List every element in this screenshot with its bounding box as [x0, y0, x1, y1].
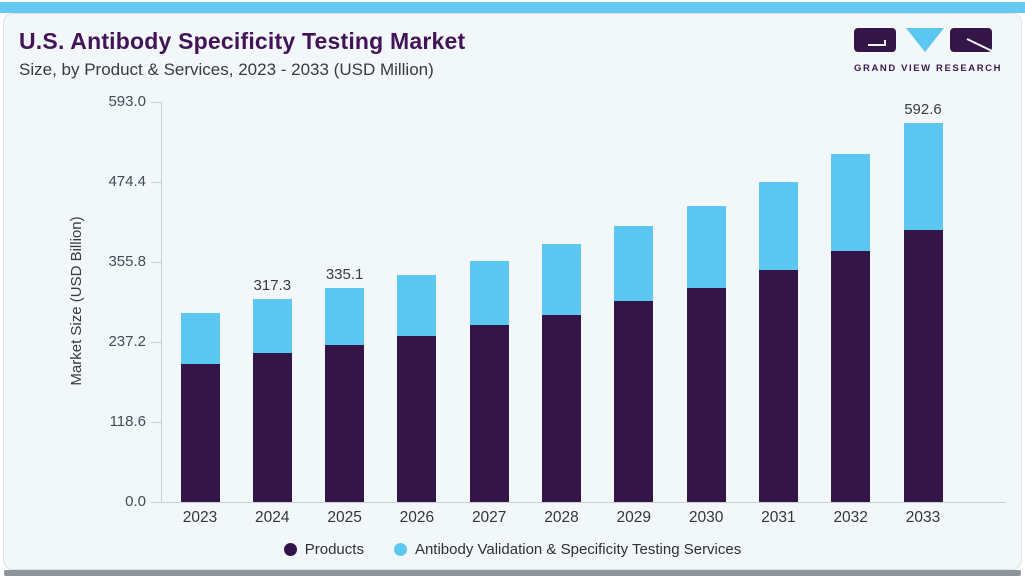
y-tick-label: 593.0: [108, 93, 146, 110]
legend-dot-services-icon: [393, 543, 407, 556]
bar-total-label-2024: 317.3: [253, 277, 292, 295]
bar-2027-services: [469, 261, 509, 326]
y-axis-title: Market Size (USD Billion): [68, 216, 85, 386]
bar-2029-products: [614, 301, 654, 502]
bar-2027-products: [469, 325, 509, 502]
x-tick-label-2033: 2033: [905, 509, 941, 526]
bar-2033-products: [903, 229, 943, 502]
y-tick-mark: [151, 182, 162, 183]
bar-total-label-2033: 592.6: [904, 101, 942, 119]
x-tick-label-2024: 2024: [255, 509, 290, 526]
y-tick-mark: [151, 262, 162, 263]
bar-2028-products: [542, 314, 581, 502]
logo-r-mark: [966, 38, 993, 52]
bar-2023-services: [180, 312, 220, 364]
chart-card: U.S. Antibody Specificity Testing Market…: [3, 13, 1022, 570]
x-tick-label-2026: 2026: [399, 509, 435, 526]
bar-2024-services: [252, 299, 292, 354]
gvr-logo-icon: [854, 28, 993, 52]
page-subtitle: Size, by Product & Services, 2023 - 2033…: [19, 60, 434, 79]
legend-label-services: Antibody Validation & Specificity Testin…: [414, 541, 742, 558]
y-axis-line: [161, 102, 162, 502]
logo-g-block: [854, 28, 896, 52]
x-tick-label-2023: 2023: [182, 509, 218, 526]
bar-2030-services: [686, 206, 726, 288]
x-tick-label-2027: 2027: [471, 509, 507, 526]
page-title: U.S. Antibody Specificity Testing Market: [19, 28, 466, 54]
logo-g-mark: [868, 40, 886, 46]
y-tick-label: 237.2: [108, 333, 146, 350]
x-tick-label-2029: 2029: [616, 509, 652, 526]
bar-2026-products: [397, 336, 437, 502]
y-tick-mark: [151, 342, 162, 343]
bar-2025-products: [325, 345, 365, 502]
bar-2032-products: [831, 251, 871, 502]
legend-label-products: Products: [304, 541, 364, 558]
bar-2033-services: [903, 123, 943, 230]
x-tick-label-2028: 2028: [544, 509, 579, 526]
x-tick-label-2032: 2032: [833, 509, 868, 526]
y-tick-mark: [151, 102, 162, 103]
logo-v-triangle: [906, 28, 944, 52]
bar-2029-services: [614, 226, 654, 302]
y-tick-label: 118.6: [109, 413, 146, 430]
bar-total-label-2025: 335.1: [325, 265, 364, 283]
bar-2031-products: [758, 270, 798, 502]
y-tick-label: 355.8: [108, 253, 146, 270]
legend: Products Antibody Validation & Specifici…: [4, 541, 1021, 558]
x-tick-label-2025: 2025: [327, 509, 362, 526]
y-tick-mark: [151, 422, 162, 423]
legend-dot-products-icon: [283, 543, 297, 556]
y-tick-label: 474.4: [108, 173, 146, 190]
bar-2031-services: [758, 181, 798, 271]
y-tick-label: 0.0: [125, 493, 146, 510]
bar-2026-services: [397, 275, 437, 337]
brand-name: GRAND VIEW RESEARCH: [854, 63, 1003, 74]
legend-item-products: Products: [283, 541, 364, 558]
bar-2032-services: [831, 154, 871, 252]
x-tick-label-2031: 2031: [761, 509, 796, 526]
bottom-shadow-strip: [4, 570, 1021, 576]
y-tick-mark: [151, 502, 162, 503]
x-axis-line: [151, 502, 1006, 503]
bar-2024-products: [252, 353, 292, 502]
grand-view-research-logo: GRAND VIEW RESEARCH: [854, 28, 1002, 74]
bar-2028-services: [542, 244, 581, 315]
bar-2030-products: [686, 287, 726, 502]
x-tick-label-2030: 2030: [688, 509, 724, 526]
top-accent-strip: [0, 2, 1025, 13]
bar-2023-products: [180, 363, 220, 502]
bar-2025-services: [325, 287, 365, 346]
legend-item-services: Antibody Validation & Specificity Testin…: [393, 541, 742, 558]
